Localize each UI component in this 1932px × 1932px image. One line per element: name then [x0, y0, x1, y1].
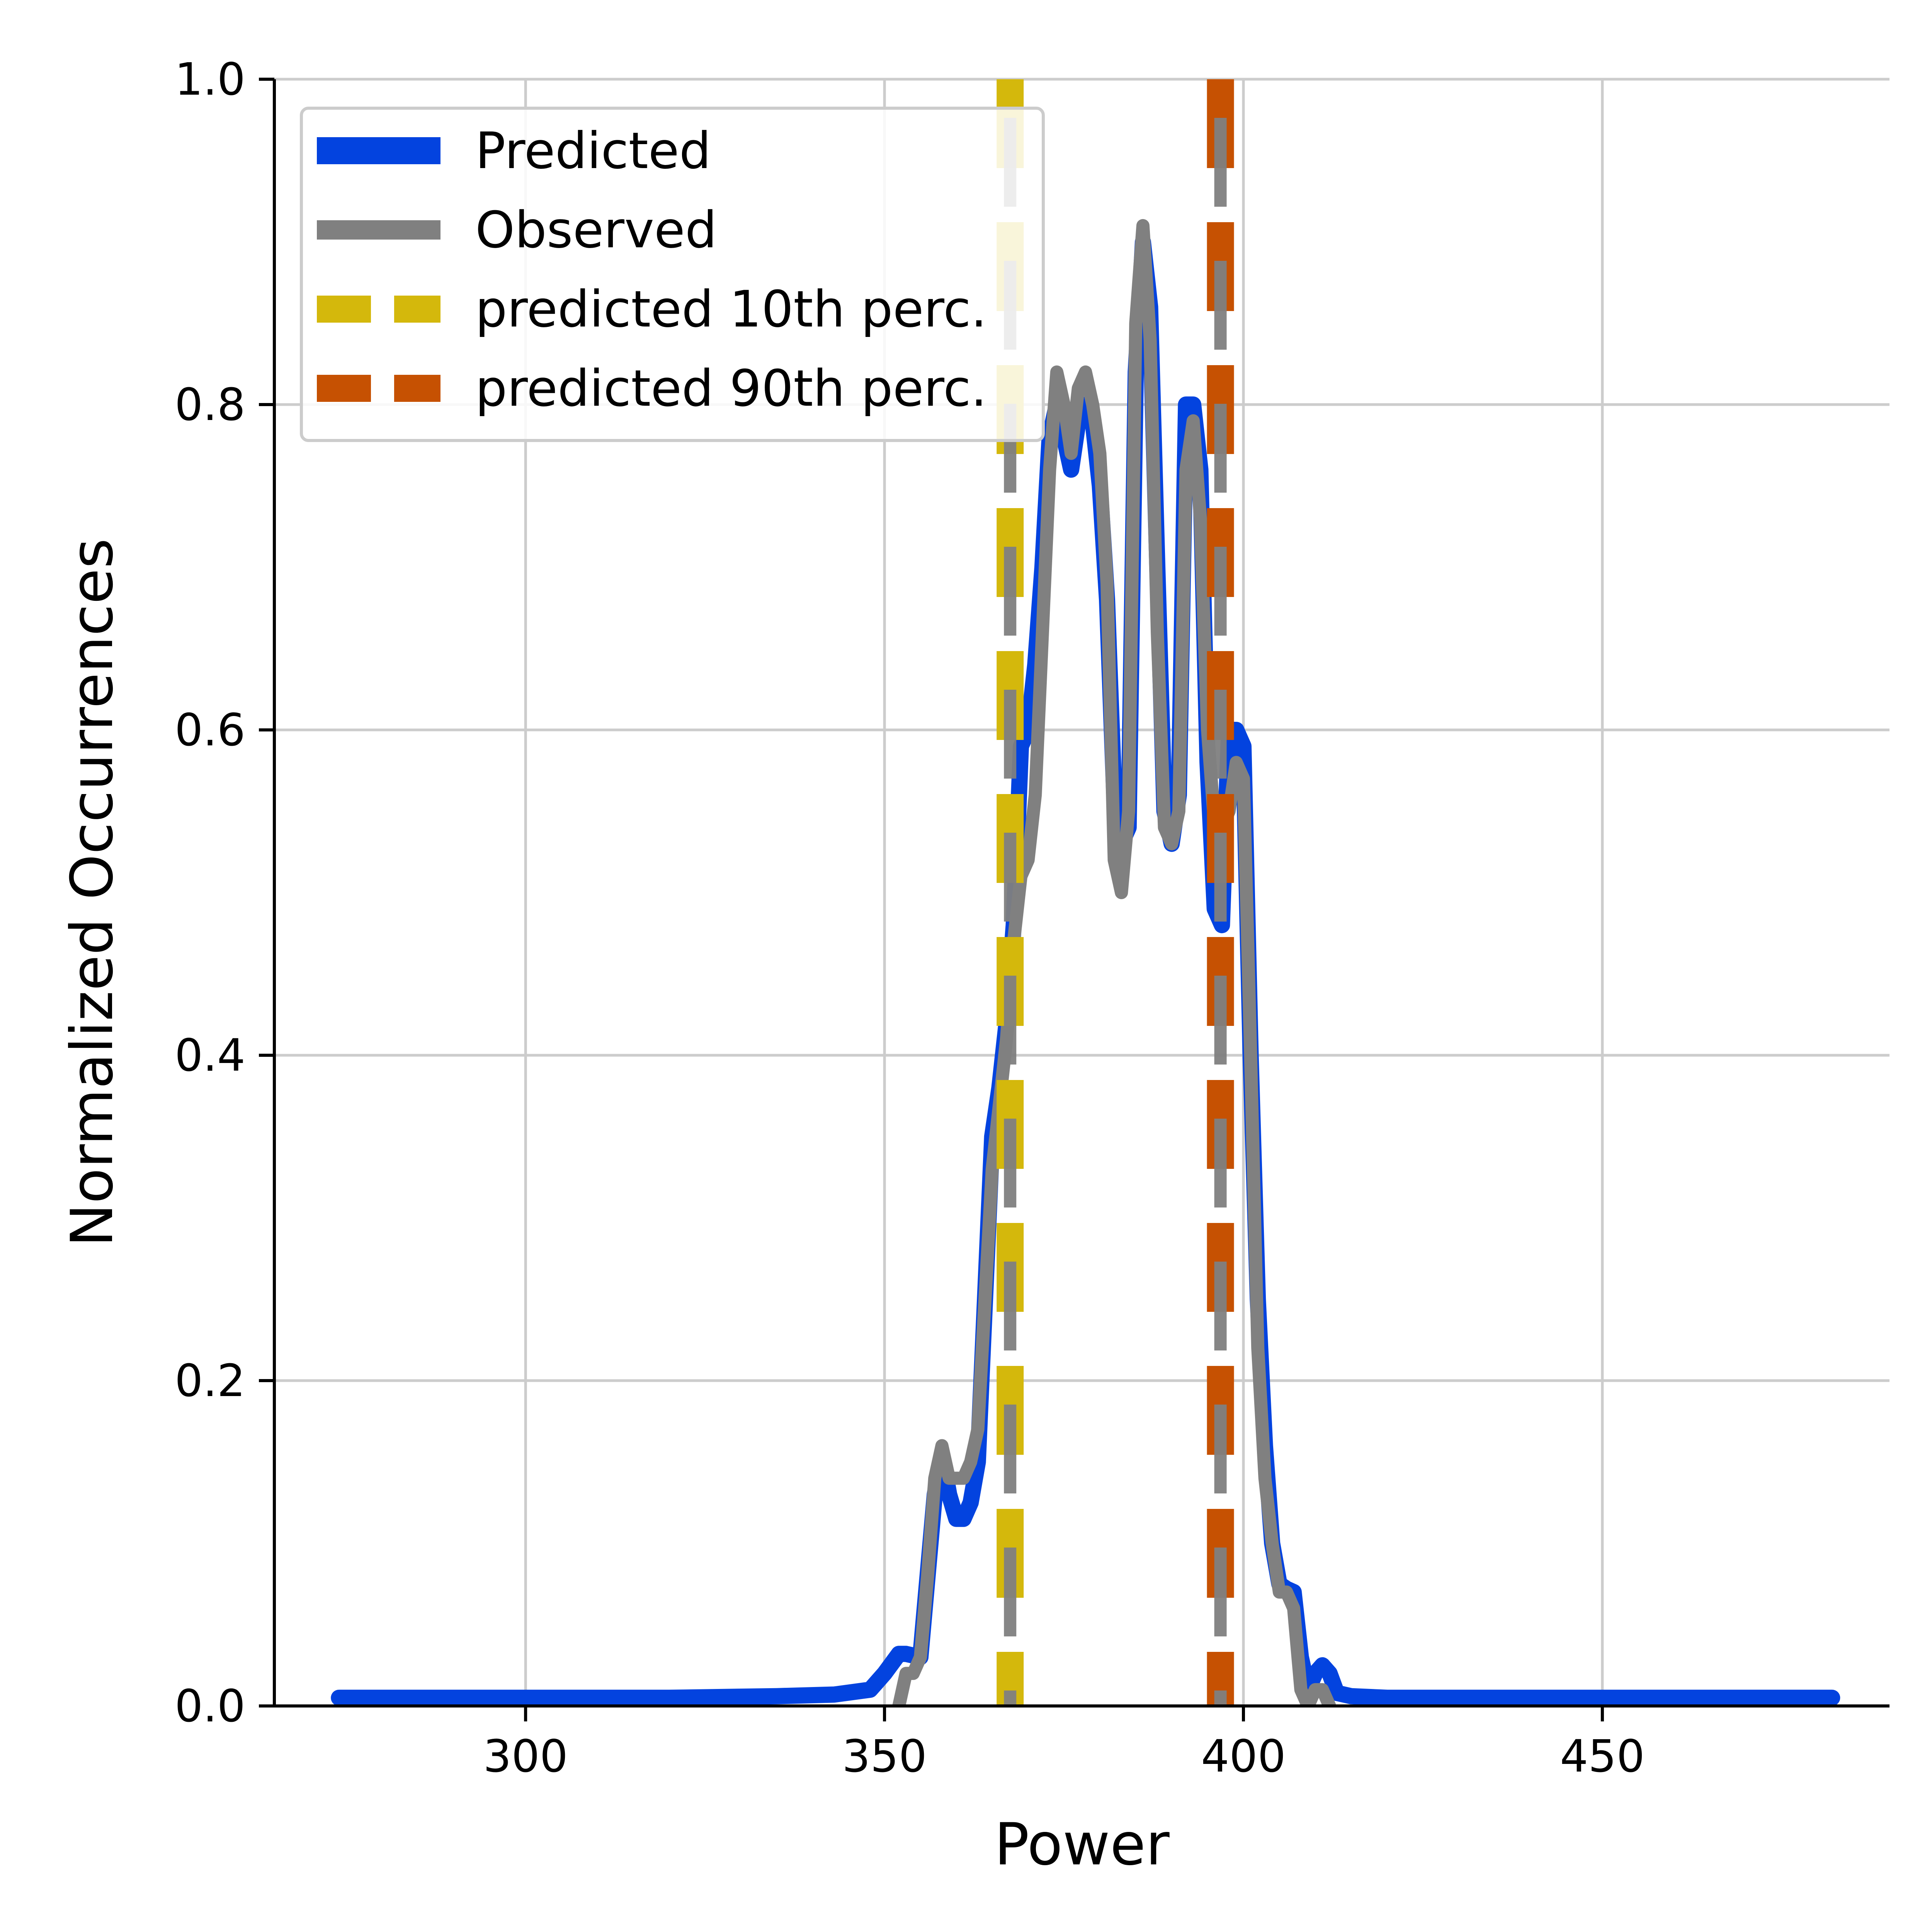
- tick-labels: 300 350 400 450 0.0 0.2 0.4 0.6 0.8 1.0: [175, 54, 1645, 1782]
- y-tick-label: 0.6: [175, 704, 245, 756]
- x-tick-label: 450: [1560, 1731, 1645, 1782]
- y-axis-title: Normalized Occurrences: [59, 538, 126, 1247]
- x-tick-label: 400: [1201, 1731, 1286, 1782]
- y-tick-label: 0.0: [175, 1680, 245, 1732]
- legend-label-observed: Observed: [475, 201, 717, 259]
- plot-area: [331, 79, 1840, 1706]
- y-tick-label: 1.0: [175, 54, 245, 105]
- legend-label-predicted-10th-perc: predicted 10th perc.: [475, 280, 987, 338]
- y-tick-label: 0.8: [175, 379, 245, 431]
- y-tick-label: 0.4: [175, 1030, 245, 1082]
- axes: [259, 78, 1889, 1721]
- legend-label-predicted: Predicted: [475, 121, 711, 180]
- series-line-predicted: [331, 234, 1840, 1706]
- x-tick-label: 350: [842, 1731, 927, 1782]
- y-tick-label: 0.2: [175, 1355, 245, 1407]
- x-tick-label: 300: [483, 1731, 568, 1782]
- legend: Predicted Observed predicted 10th perc. …: [300, 107, 1045, 442]
- x-axis-title: Power: [994, 1811, 1170, 1878]
- legend-box: [300, 107, 1045, 442]
- series-line-observed: [892, 219, 1336, 1706]
- legend-label-predicted-90th-perc: predicted 90th perc.: [475, 359, 987, 418]
